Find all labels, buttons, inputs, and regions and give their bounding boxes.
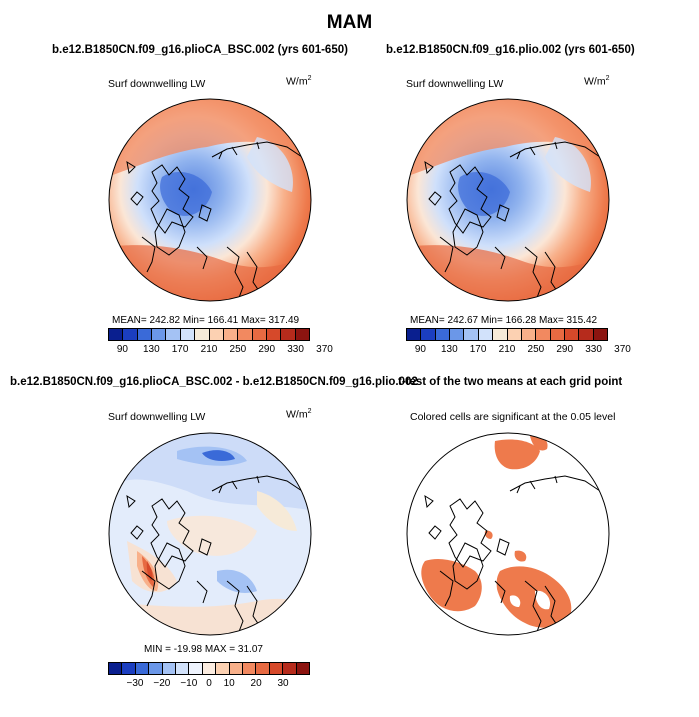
colorbar-tick-label: 370: [614, 344, 631, 355]
colorbar-tick-label: 170: [171, 344, 189, 355]
colorbar-tick-label: 210: [200, 344, 218, 355]
panel-bottom-left-stats: MIN = -19.98 MAX = 31.07: [144, 644, 263, 655]
colorbar-tick-label: 330: [287, 344, 304, 355]
colorbar-tick-label: 130: [440, 344, 458, 355]
colorbar-tick-label: 250: [229, 344, 247, 355]
colorbar-tick-label: 90: [414, 344, 426, 355]
colorbar-tick-label: 290: [258, 344, 276, 355]
colorbar-tick-label: 210: [498, 344, 516, 355]
panel-top-left-title: b.e12.B1850CN.f09_g16.plioCA_BSC.002 (yr…: [52, 44, 348, 56]
panel-bottom-right-title: t-test of the two means at each grid poi…: [398, 376, 623, 388]
panel-bottom-right-map: [406, 432, 610, 636]
colorbar-tick-label: 370: [316, 344, 333, 355]
panel-top-right-variable: Surf downwelling LW: [406, 78, 504, 90]
panel-top-right-stats: MEAN= 242.67 Min= 166.28 Max= 315.42: [410, 315, 598, 326]
panel-top-left-units: W/m2: [286, 75, 312, 88]
figure-title: MAM: [326, 12, 373, 33]
panel-bottom-left-map: [108, 432, 312, 636]
colorbar-swatches: [406, 328, 608, 341]
colorbar-swatches: [108, 662, 310, 675]
colorbar-tick-label: 290: [556, 344, 574, 355]
panel-bottom-left-units: W/m2: [286, 408, 312, 421]
panel-top-left-stats: MEAN= 242.82 Min= 166.41 Max= 317.49: [112, 315, 300, 326]
colorbar-tick-label: 10: [223, 678, 235, 689]
panel-top-right-colorbar: 90 130 170 210 250 290 330 370: [406, 328, 631, 355]
panel-bottom-left-title: b.e12.B1850CN.f09_g16.plioCA_BSC.002 - b…: [10, 376, 418, 388]
panel-top-left-variable: Surf downwelling LW: [108, 78, 206, 90]
colorbar-tick-label: 0: [206, 678, 212, 689]
panel-top-right-units: W/m2: [584, 75, 610, 88]
panel-top-right-map: [406, 98, 610, 302]
colorbar-tick-label: 170: [469, 344, 487, 355]
colorbar-tick-label: 130: [142, 344, 160, 355]
panel-bottom-left-colorbar: −30 −20 −10 0 10 20 30: [108, 662, 310, 689]
colorbar-tick-label: 90: [116, 344, 128, 355]
panel-bottom-right-note: Colored cells are significant at the 0.0…: [410, 411, 616, 423]
panel-top-left-colorbar: 90 130 170 210 250 290 330 370: [108, 328, 333, 355]
panel-top-left-map: [108, 98, 312, 302]
colorbar-swatches: [108, 328, 310, 341]
panel-bottom-left-variable: Surf downwelling LW: [108, 411, 206, 423]
colorbar-tick-label: 20: [250, 678, 262, 689]
colorbar-tick-label: −30: [126, 678, 144, 689]
panel-top-right-title: b.e12.B1850CN.f09_g16.plio.002 (yrs 601-…: [386, 44, 635, 56]
colorbar-tick-label: 250: [527, 344, 545, 355]
colorbar-tick-label: −10: [180, 678, 198, 689]
colorbar-tick-label: 30: [277, 678, 289, 689]
colorbar-tick-label: −20: [153, 678, 171, 689]
colorbar-tick-label: 330: [585, 344, 602, 355]
